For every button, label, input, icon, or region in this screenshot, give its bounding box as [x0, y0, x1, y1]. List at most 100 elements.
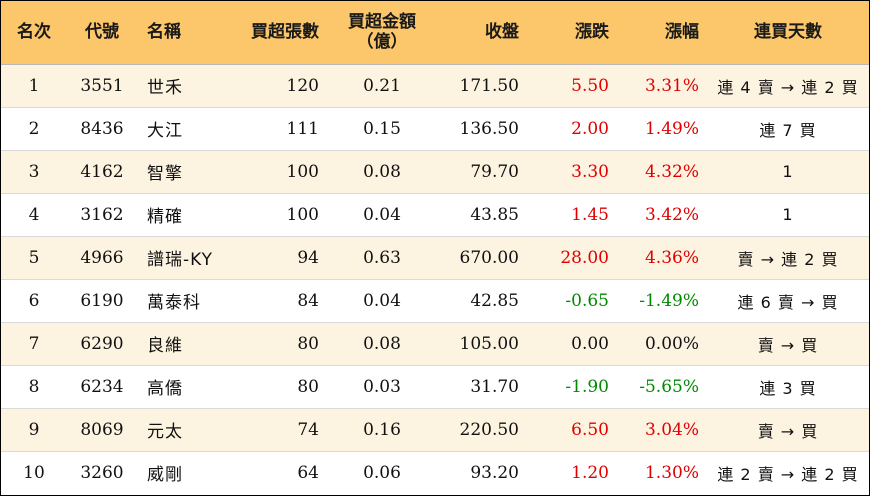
- cell-name: 高僑: [137, 365, 237, 409]
- cell-change-pct: -5.65%: [617, 365, 707, 409]
- table-body: 1 3551 世禾 120 0.21 171.50 5.50 3.31% 連 4 賣 → 連 2…: [1, 64, 869, 494]
- header-code: 代號: [67, 1, 137, 65]
- cell-streak: 賣 → 買: [707, 322, 869, 366]
- cell-close: 93.20: [470, 462, 519, 483]
- cell-change: 2.00: [527, 107, 617, 151]
- header-net-buy-lots: 買超張數: [237, 1, 327, 65]
- cell-code: 4966: [67, 236, 137, 280]
- table-row: 7 6290 良維 80 0.08 105.00 0.00 0.00% 賣 → 買: [1, 322, 869, 366]
- cell-name: 元太: [137, 408, 237, 452]
- header-net-buy-amount: 買超金額 （億）: [327, 1, 437, 65]
- cell-change: 1.45: [527, 193, 617, 237]
- cell-change-pct: 4.36%: [617, 236, 707, 280]
- cell-code: 8069: [67, 408, 137, 452]
- cell-rank: 7: [1, 322, 67, 366]
- table-row: 6 6190 萬泰科 84 0.04 42.85 -0.65 -1.49% 連 6 賣 → 買: [1, 279, 869, 323]
- cell-change: -0.65: [527, 279, 617, 323]
- cell-net-buy-lots: 94: [237, 236, 327, 280]
- cell-net-buy-lots: 74: [237, 408, 327, 452]
- cell-change: 6.50: [527, 408, 617, 452]
- cell-name: 良維: [137, 322, 237, 366]
- cell-net-buy-lots: 100: [237, 150, 327, 194]
- header-close: 收盤: [437, 1, 527, 65]
- cell-net-buy-amount: 0.15: [327, 107, 437, 151]
- cell-code: 6190: [67, 279, 137, 323]
- cell-rank: 6: [1, 279, 67, 323]
- cell-streak: 連 6 賣 → 買: [707, 279, 869, 323]
- cell-streak: 連 7 買: [707, 107, 869, 151]
- cell-name: 萬泰科: [137, 279, 237, 323]
- cell-change-pct: 1.49%: [617, 107, 707, 151]
- cell-rank: 4: [1, 193, 67, 237]
- cell-name: 大江: [137, 107, 237, 151]
- cell-code: 3162: [67, 193, 137, 237]
- header-change: 漲跌: [527, 1, 617, 65]
- cell-net-buy-amount: 0.63: [327, 236, 437, 280]
- table-row: 2 8436 大江 111 0.15 136.50 2.00 1.49% 連 7 買: [1, 107, 869, 151]
- cell-rank: 10: [23, 462, 45, 483]
- cell-code: 6234: [67, 365, 137, 409]
- cell-net-buy-lots: 80: [237, 365, 327, 409]
- cell-rank: 1: [1, 64, 67, 108]
- cell-net-buy-amount: 0.04: [327, 193, 437, 237]
- cell-close: 31.70: [437, 365, 527, 409]
- header-rank: 名次: [1, 1, 67, 65]
- cell-rank: 2: [1, 107, 67, 151]
- table-row: 8 6234 高僑 80 0.03 31.70 -1.90 -5.65% 連 3 買: [1, 365, 869, 409]
- cell-net-buy-amount: 0.16: [327, 408, 437, 452]
- cell-name: 威剛: [147, 465, 183, 486]
- cell-change-pct: 4.32%: [617, 150, 707, 194]
- header-change-pct: 漲幅: [617, 1, 707, 65]
- cell-streak: 連 4 賣 → 連 2 買: [707, 64, 869, 108]
- cell-change-pct: -1.49%: [617, 279, 707, 323]
- cell-streak: 連 3 買: [707, 365, 869, 409]
- cell-change: 28.00: [527, 236, 617, 280]
- cell-code: 4162: [67, 150, 137, 194]
- cell-close: 220.50: [437, 408, 527, 452]
- cell-streak: 連 2 賣 → 連 2 買: [717, 464, 859, 484]
- cell-name: 譜瑞-KY: [137, 236, 237, 280]
- cell-change: 0.00: [527, 322, 617, 366]
- cell-net-buy-lots: 84: [237, 279, 327, 323]
- cell-rank: 5: [1, 236, 67, 280]
- cell-close: 171.50: [437, 64, 527, 108]
- cell-close: 105.00: [437, 322, 527, 366]
- cell-change: 1.20: [571, 462, 609, 483]
- cell-close: 670.00: [437, 236, 527, 280]
- cell-streak: 1: [707, 193, 869, 237]
- header-name: 名稱: [137, 1, 237, 65]
- cell-change-pct: 3.04%: [617, 408, 707, 452]
- table-row: 4 3162 精確 100 0.04 43.85 1.45 3.42% 1: [1, 193, 869, 237]
- cell-net-buy-amount: 0.21: [327, 64, 437, 108]
- cell-streak: 賣 → 買: [707, 408, 869, 452]
- cell-name: 世禾: [137, 64, 237, 108]
- cell-net-buy-lots: 80: [237, 322, 327, 366]
- cell-net-buy-amount: 0.03: [327, 365, 437, 409]
- cell-change: 3.30: [527, 150, 617, 194]
- cell-name: 智擎: [137, 150, 237, 194]
- cell-rank: 9: [1, 408, 67, 452]
- cell-code: 8436: [67, 107, 137, 151]
- cell-rank: 3: [1, 150, 67, 194]
- cell-change-pct: 3.42%: [617, 193, 707, 237]
- table-row: 10 3260 威剛 64 0.06 93.20 1.20 1.30% 連 2 賣 → 連 2 …: [1, 451, 869, 494]
- cell-code: 3551: [67, 64, 137, 108]
- cell-change-pct: 1.30%: [644, 462, 699, 483]
- header-net-buy-amount-line2: （億）: [356, 32, 408, 53]
- header-net-buy-amount-line1: 買超金額: [348, 12, 416, 33]
- cell-change-pct: 0.00%: [617, 322, 707, 366]
- cell-close: 136.50: [437, 107, 527, 151]
- cell-net-buy-amount: 0.04: [327, 279, 437, 323]
- table-header: 名次 代號 名稱 買超張數 買超金額 （億） 收盤 漲跌 漲幅 連買天數: [1, 1, 869, 65]
- cell-close: 42.85: [437, 279, 527, 323]
- cell-change: 5.50: [527, 64, 617, 108]
- cell-net-buy-lots: 64: [297, 462, 319, 483]
- cell-net-buy-lots: 111: [237, 107, 327, 151]
- cell-net-buy-amount: 0.08: [327, 150, 437, 194]
- cell-net-buy-lots: 120: [237, 64, 327, 108]
- cell-close: 79.70: [437, 150, 527, 194]
- cell-streak: 1: [707, 150, 869, 194]
- cell-name: 精確: [137, 193, 237, 237]
- cell-code: 3260: [80, 462, 124, 483]
